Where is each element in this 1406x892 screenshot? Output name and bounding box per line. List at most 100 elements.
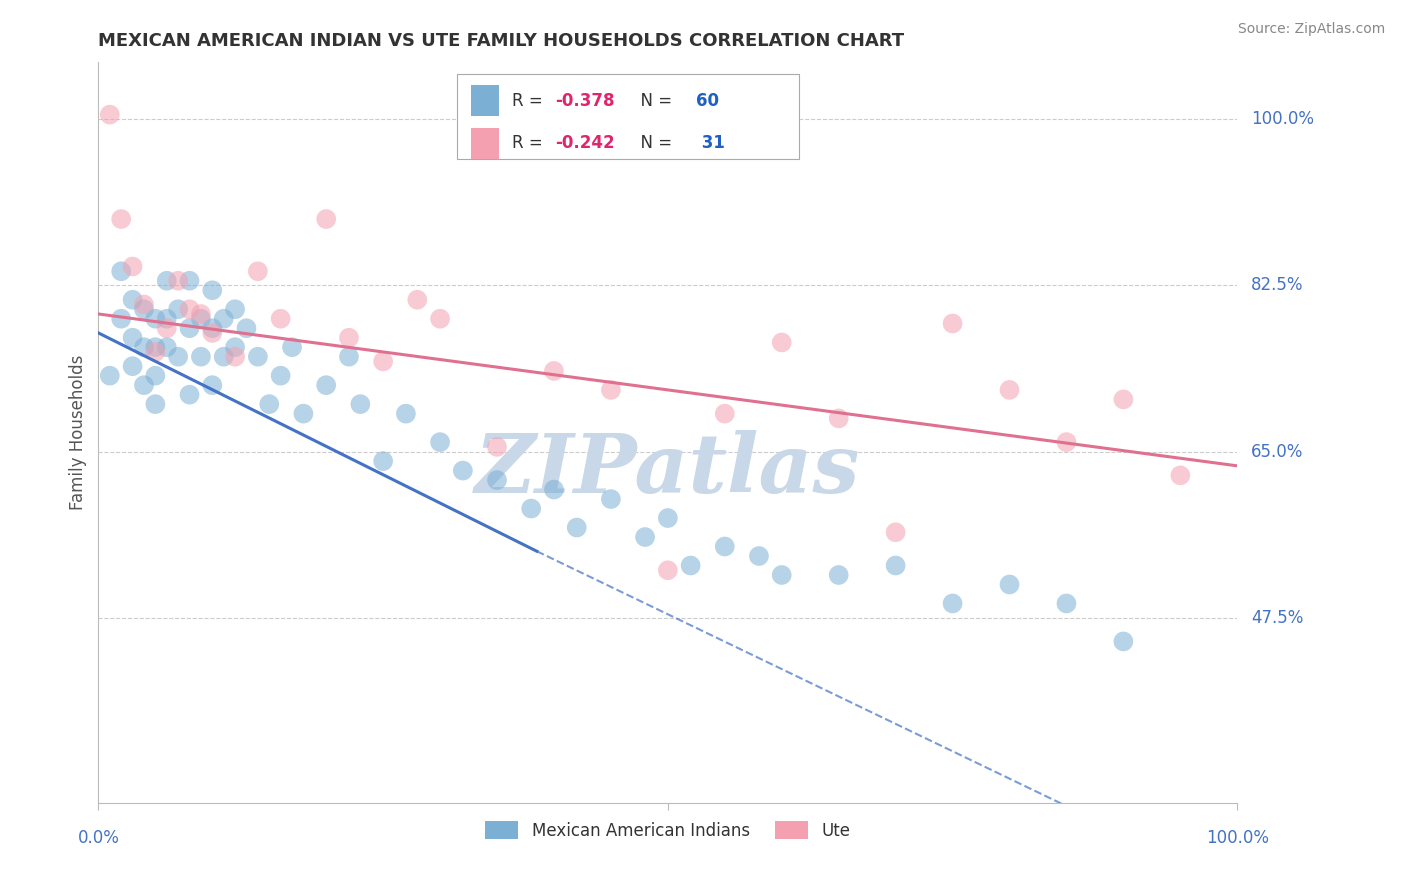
Point [132, 297, 155, 311]
Point [224, 302, 246, 317]
Point [179, 321, 201, 335]
Text: 82.5%: 82.5% [1251, 277, 1303, 294]
Point [132, 378, 155, 392]
Point [190, 350, 212, 364]
Point [132, 302, 155, 317]
Point [714, 407, 737, 421]
Text: 0.0%: 0.0% [77, 829, 120, 847]
Point [1112, 634, 1135, 648]
Point [201, 321, 224, 335]
Point [486, 440, 509, 454]
Point [634, 530, 657, 544]
Legend: Mexican American Indians, Ute: Mexican American Indians, Ute [478, 814, 858, 847]
Point [998, 577, 1021, 591]
Text: 65.0%: 65.0% [1251, 442, 1303, 460]
Point [281, 340, 304, 354]
Y-axis label: Family Households: Family Households [69, 355, 87, 510]
Point [167, 302, 190, 317]
Point [600, 383, 623, 397]
Point [349, 397, 371, 411]
Point [145, 368, 167, 383]
Text: -0.378: -0.378 [555, 92, 614, 110]
Point [145, 345, 167, 359]
Bar [457, 73, 799, 159]
Point [110, 212, 132, 227]
Point [429, 311, 451, 326]
Point [1170, 468, 1192, 483]
Text: 47.5%: 47.5% [1251, 608, 1303, 627]
Point [98, 108, 121, 122]
Point [828, 568, 851, 582]
Point [884, 525, 907, 540]
Text: N =: N = [630, 92, 678, 110]
Point [156, 321, 179, 335]
Point [98, 368, 121, 383]
Point [371, 454, 394, 468]
Point [224, 340, 246, 354]
Text: R =: R = [512, 92, 548, 110]
Point [337, 350, 360, 364]
Point [156, 340, 179, 354]
Point [406, 293, 429, 307]
Point [145, 397, 167, 411]
Point [657, 563, 679, 577]
Point [270, 311, 292, 326]
Point [156, 274, 179, 288]
Point [337, 331, 360, 345]
Point [292, 407, 315, 421]
Text: -0.242: -0.242 [555, 135, 614, 153]
Text: Source: ZipAtlas.com: Source: ZipAtlas.com [1237, 22, 1385, 37]
Point [657, 511, 679, 525]
Point [371, 354, 394, 368]
Point [224, 350, 246, 364]
Text: 60: 60 [696, 92, 720, 110]
Point [132, 340, 155, 354]
Point [600, 491, 623, 506]
Point [565, 520, 588, 534]
Point [201, 378, 224, 392]
Text: R =: R = [512, 135, 548, 153]
Text: MEXICAN AMERICAN INDIAN VS UTE FAMILY HOUSEHOLDS CORRELATION CHART: MEXICAN AMERICAN INDIAN VS UTE FAMILY HO… [98, 32, 904, 50]
Bar [471, 128, 499, 159]
Point [884, 558, 907, 573]
Text: 31: 31 [696, 135, 725, 153]
Point [201, 326, 224, 340]
Point [770, 335, 793, 350]
Point [828, 411, 851, 425]
Point [190, 307, 212, 321]
Point [167, 350, 190, 364]
Point [395, 407, 418, 421]
Point [259, 397, 281, 411]
Point [942, 317, 965, 331]
Point [179, 387, 201, 401]
Point [212, 311, 235, 326]
Point [1054, 597, 1078, 611]
Point [270, 368, 292, 383]
Point [315, 212, 337, 227]
Point [156, 311, 179, 326]
Point [429, 435, 451, 450]
Point [486, 473, 509, 487]
Point [543, 483, 565, 497]
Point [235, 321, 257, 335]
Point [770, 568, 793, 582]
Point [179, 302, 201, 317]
Point [679, 558, 702, 573]
Point [451, 464, 474, 478]
Point [110, 311, 132, 326]
Text: 100.0%: 100.0% [1251, 111, 1315, 128]
Point [520, 501, 543, 516]
Point [748, 549, 770, 563]
Point [942, 597, 965, 611]
Point [543, 364, 565, 378]
Point [121, 293, 143, 307]
Point [145, 340, 167, 354]
Point [145, 311, 167, 326]
Point [201, 283, 224, 297]
Text: ZIPatlas: ZIPatlas [475, 430, 860, 509]
Text: N =: N = [630, 135, 678, 153]
Point [246, 350, 269, 364]
Point [714, 540, 737, 554]
Point [246, 264, 269, 278]
Point [121, 331, 143, 345]
